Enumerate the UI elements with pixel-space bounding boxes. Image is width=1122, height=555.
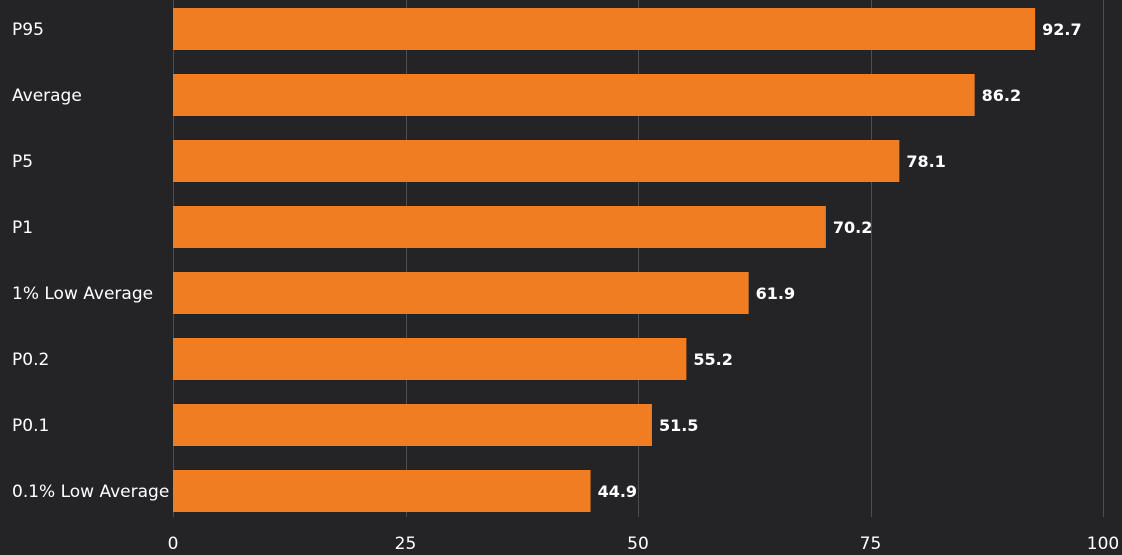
x-axis-ticks: 0 25 50 75 100: [168, 534, 1120, 554]
value-labels: 92.7 86.2 78.1 70.2 61.9 55.2 51.5 44.9: [598, 20, 1082, 501]
x-tick-label-100: 100: [1087, 534, 1119, 554]
category-label-p95: P95: [12, 20, 44, 40]
x-tick-label-25: 25: [395, 534, 417, 554]
category-labels: P95 Average P5 P1 1% Low Average P0.2 P0.1 0.1%…: [12, 20, 169, 502]
value-label-p95: 92.7: [1042, 20, 1081, 39]
bar-layer: [173, 8, 1036, 512]
value-label-1-low-average: 61.9: [756, 284, 795, 303]
x-tick-label-0: 0: [168, 534, 179, 554]
bar-0-1-low-average: [173, 470, 591, 512]
value-label-0-1-low-average: 44.9: [598, 482, 637, 501]
value-label-average: 86.2: [982, 86, 1021, 105]
value-label-p0-2: 55.2: [693, 350, 732, 369]
bar-p0-1: [173, 404, 652, 446]
category-label-0-1-low-average: 0.1% Low Average: [12, 482, 169, 502]
bar-p1: [173, 206, 826, 248]
bar-p5: [173, 140, 900, 182]
value-label-p5: 78.1: [906, 152, 945, 171]
value-label-p0-1: 51.5: [659, 416, 698, 435]
category-label-p0-1: P0.1: [12, 416, 49, 436]
category-label-p0-2: P0.2: [12, 350, 49, 370]
value-label-p1: 70.2: [833, 218, 872, 237]
category-label-p5: P5: [12, 152, 33, 172]
bar-average: [173, 74, 975, 116]
x-tick-label-50: 50: [627, 534, 649, 554]
bar-p95: [173, 8, 1036, 50]
category-label-1-low-average: 1% Low Average: [12, 284, 153, 304]
x-tick-label-75: 75: [860, 534, 882, 554]
category-label-p1: P1: [12, 218, 33, 238]
bar-p0-2: [173, 338, 687, 380]
category-label-average: Average: [12, 86, 82, 106]
bar-1-low-average: [173, 272, 749, 314]
